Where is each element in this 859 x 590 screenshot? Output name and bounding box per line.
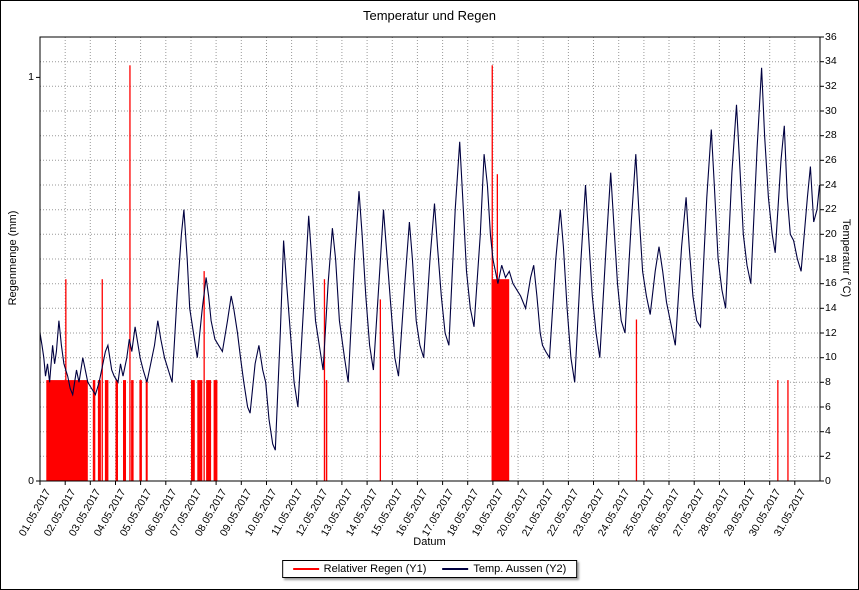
legend-label: Temp. Aussen (Y2) (473, 563, 567, 575)
legend: Relativer Regen (Y1) Temp. Aussen (Y2) (281, 560, 578, 578)
legend-item: Relativer Regen (Y1) (292, 563, 427, 575)
chart-title: Temperatur und Regen (363, 8, 496, 23)
legend-line-sample (292, 568, 319, 570)
legend-line-sample (442, 568, 469, 570)
y2-axis-title: Temperatur (°C) (840, 218, 852, 298)
y1-axis-title: Regenmenge (mm) (7, 210, 19, 306)
x-axis-title: Datum (413, 536, 446, 548)
legend-item: Temp. Aussen (Y2) (442, 563, 566, 575)
legend-label: Relativer Regen (Y1) (323, 563, 427, 575)
